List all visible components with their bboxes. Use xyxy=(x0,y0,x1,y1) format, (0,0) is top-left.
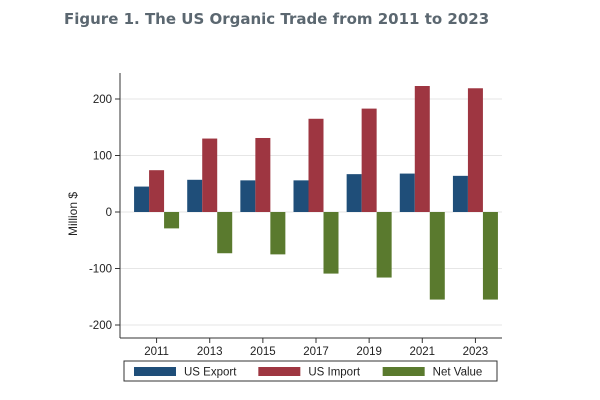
bar-net-value-2015 xyxy=(270,212,286,255)
bar-us-export-2023 xyxy=(452,175,468,212)
bar-net-value-2013 xyxy=(217,212,233,254)
bar-net-value-2017 xyxy=(323,212,339,274)
legend-label: US Import xyxy=(308,367,361,379)
bar-us-export-2021 xyxy=(399,173,415,212)
bars xyxy=(134,86,498,300)
bar-us-import-2013 xyxy=(202,138,218,212)
y-axis-label: Million $ xyxy=(66,192,80,236)
bar-us-import-2011 xyxy=(149,170,165,212)
bar-us-import-2021 xyxy=(414,86,430,212)
bar-net-value-2011 xyxy=(164,212,180,229)
x-tick-label: 2015 xyxy=(250,346,276,358)
bar-us-export-2013 xyxy=(187,179,203,212)
legend-label: US Export xyxy=(184,367,237,379)
bar-us-export-2015 xyxy=(240,180,256,212)
bar-net-value-2023 xyxy=(482,212,498,300)
x-ticks: 2011 2013 2015 2017 2019 2021 2023 xyxy=(144,338,488,358)
legend-label: Net Value xyxy=(433,367,483,379)
legend-swatch xyxy=(134,367,176,376)
y-tick-label: -100 xyxy=(89,264,112,276)
x-tick-label: 2013 xyxy=(197,346,223,358)
x-tick-label: 2019 xyxy=(356,346,382,358)
x-tick-label: 2023 xyxy=(463,346,489,358)
legend: US Export US Import Net Value xyxy=(123,360,498,382)
x-tick-label: 2021 xyxy=(409,346,435,358)
x-tick-label: 2011 xyxy=(144,346,169,358)
x-tick-label: 2017 xyxy=(303,346,329,358)
bar-us-export-2017 xyxy=(293,180,309,212)
y-tick-label: 100 xyxy=(93,151,112,163)
bar-us-import-2017 xyxy=(308,118,324,212)
axes xyxy=(119,73,502,339)
y-tick-label: -200 xyxy=(89,320,112,332)
y-tick-label: 0 xyxy=(106,207,112,219)
legend-swatch xyxy=(258,367,301,376)
y-ticks: -200 -100 0 100 200 xyxy=(89,94,120,332)
bar-us-import-2015 xyxy=(255,137,271,212)
bar-us-export-2011 xyxy=(134,186,150,212)
legend-swatch xyxy=(382,367,425,376)
chart-title: Figure 1. The US Organic Trade from 2011… xyxy=(64,10,490,28)
bar-net-value-2019 xyxy=(376,212,392,278)
bar-us-export-2019 xyxy=(346,174,362,212)
y-tick-label: 200 xyxy=(93,94,112,106)
bar-us-import-2019 xyxy=(361,108,377,212)
bar-us-import-2023 xyxy=(467,88,483,212)
bar-net-value-2021 xyxy=(429,212,445,300)
